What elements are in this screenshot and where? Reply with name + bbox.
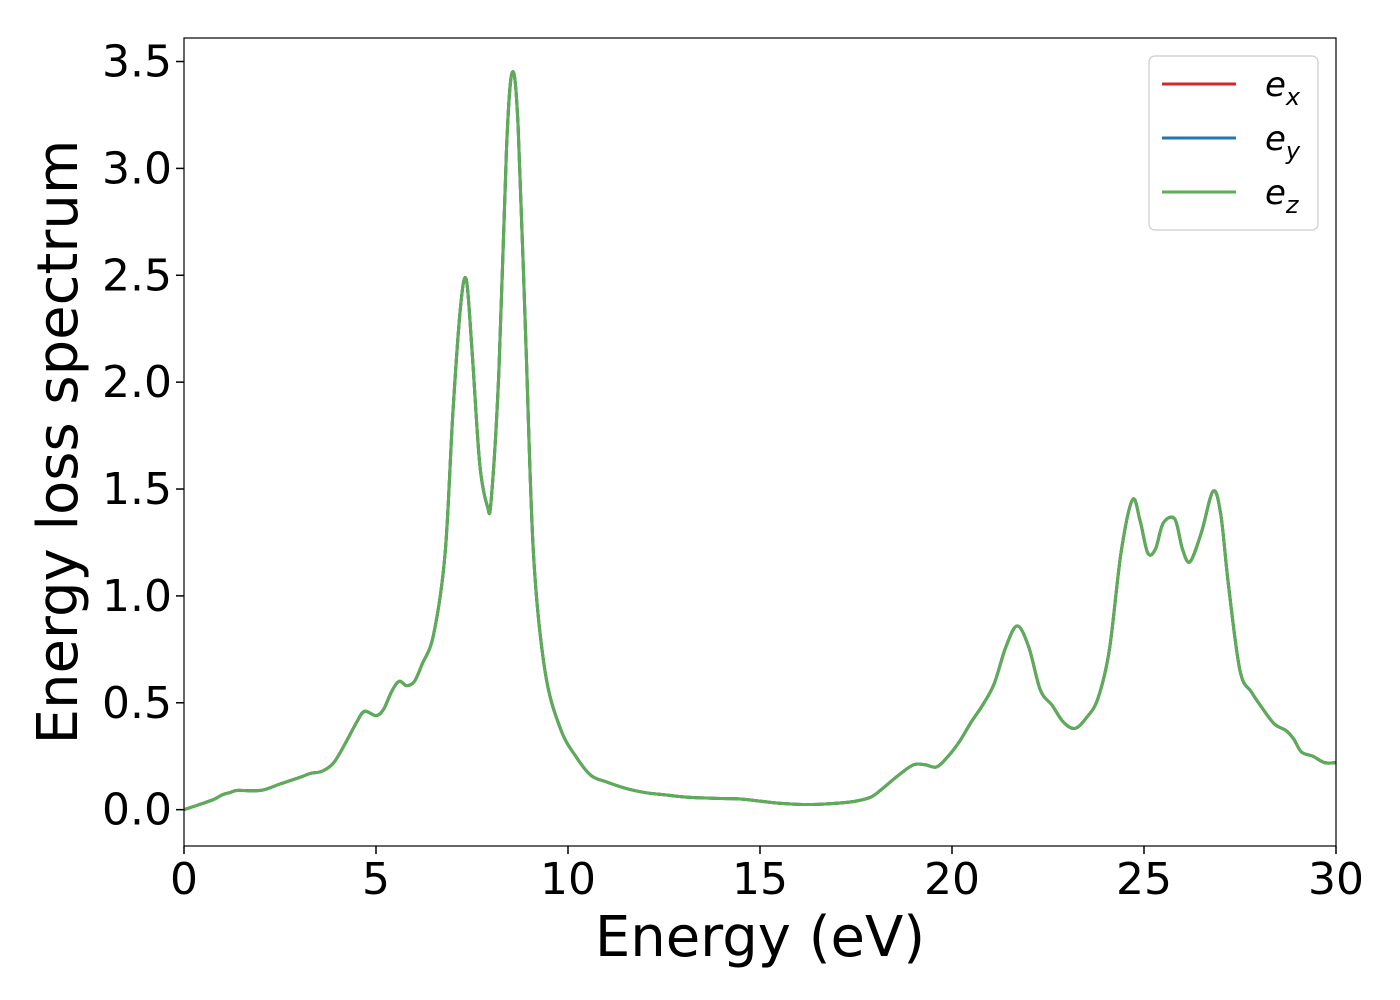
series-line-e-z: [183, 70, 1337, 812]
y-tick-label: 2.0: [102, 357, 172, 408]
x-axis-ticks: 0 5 10 15 20 25 30: [170, 846, 1364, 905]
legend: ex ey ez: [1148, 55, 1319, 231]
x-tick-label: 5: [362, 854, 390, 905]
y-tick-label: 3.0: [102, 143, 172, 194]
y-axis-ticks: 0.0 0.5 1.0 1.5 2.0 2.5 3.0 3.5: [102, 37, 184, 836]
x-tick-label: 10: [540, 854, 596, 905]
y-tick-label: 0.5: [102, 678, 172, 729]
x-tick-label: 25: [1116, 854, 1172, 905]
legend-box: [1148, 55, 1319, 231]
legend-label-e-z: ez: [1265, 173, 1300, 219]
x-axis-label: Energy (eV): [595, 905, 925, 970]
x-tick-label: 20: [924, 854, 980, 905]
y-tick-label: 1.5: [102, 464, 172, 515]
legend-label-e-y: ey: [1265, 119, 1301, 165]
y-tick-label: 1.0: [102, 571, 172, 622]
y-tick-label: 0.0: [102, 785, 172, 836]
x-tick-label: 15: [732, 854, 788, 905]
y-axis-label: Energy loss spectrum: [26, 140, 91, 745]
legend-label-e-x: ex: [1265, 65, 1301, 111]
y-tick-label: 2.5: [102, 250, 172, 301]
series-layer: [183, 70, 1337, 812]
x-tick-label: 0: [170, 854, 198, 905]
y-tick-label: 3.5: [102, 37, 172, 88]
x-tick-label: 30: [1308, 854, 1364, 905]
